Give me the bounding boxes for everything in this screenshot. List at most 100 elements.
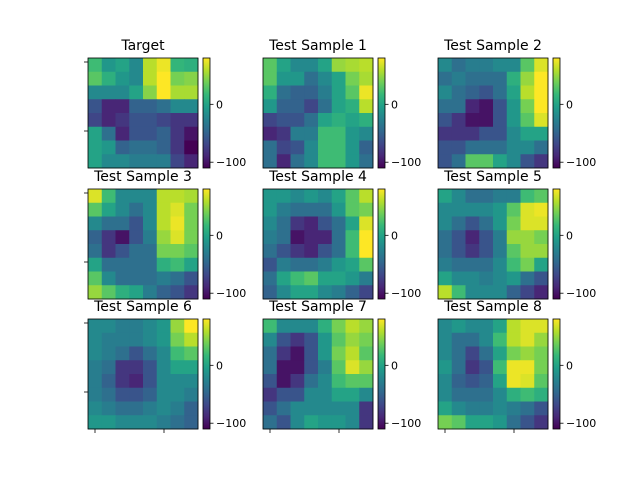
heatmap-cell [143,387,158,402]
heatmap-cell [465,126,480,141]
heatmap-cell [438,58,453,73]
heatmap-cell [479,332,494,347]
panel-title: Test Sample 8 [443,299,542,315]
heatmap-cell [101,85,116,100]
heatmap-cell [156,85,171,100]
heatmap-cell [129,113,144,128]
heatmap-cell [331,85,346,100]
heatmap-cell [534,271,549,286]
heatmap-cell [438,374,453,389]
heatmap-cell [438,85,453,100]
heatmap-cell [143,113,158,128]
heatmap-cell [276,332,291,347]
heatmap-cell [101,360,116,375]
heatmap-cell [290,319,305,334]
heatmap-cell [129,401,144,416]
heatmap-cell [479,99,494,114]
heatmap-cell [290,332,305,347]
colorbar-tick-label: 0 [566,359,573,372]
heatmap-cell [465,154,480,169]
heatmap-cell [276,58,291,73]
heatmap-cell [143,126,158,141]
colorbar [202,57,211,169]
panel-title: Test Sample 1 [268,38,367,54]
heatmap-cell [115,332,130,347]
heatmap-cell [129,360,144,375]
heatmap-cell [129,85,144,100]
heatmap-cell [493,85,508,100]
heatmap-cell [276,113,291,128]
heatmap-cell [184,230,199,245]
panel-title: Test Sample 6 [93,299,192,315]
heatmap-cell [451,85,466,100]
heatmap-cell [331,140,346,155]
heatmap-cell [534,387,549,402]
heatmap-cell [331,415,346,430]
heatmap-cell [290,58,305,73]
heatmap-cell [506,319,521,334]
heatmap-cell [156,257,171,272]
heatmap-cell [290,202,305,217]
heatmap-cell [318,140,333,155]
colorbar-tick-label: −100 [391,287,421,300]
heatmap-cell [170,332,185,347]
heatmap-cell [318,85,333,100]
heatmap-cell [506,346,521,361]
heatmap-cell [184,257,199,272]
heatmap-cell [493,71,508,86]
heatmap-cell [534,140,549,155]
heatmap-cell [290,257,305,272]
heatmap-cell [520,244,535,259]
heatmap-cell [263,374,278,389]
heatmap-cell [263,71,278,86]
heatmap-cell [331,71,346,86]
heatmap-cell [88,387,103,402]
heatmap-cell [143,346,158,361]
heatmap-cell [170,99,185,114]
heatmap-cell [304,374,319,389]
heatmap-cell [479,216,494,231]
heatmap-cell [263,85,278,100]
heatmap-cell [170,360,185,375]
heatmap-cell [465,319,480,334]
heatmap-cell [115,415,130,430]
heatmap-cell [156,189,171,204]
heatmap-cell [506,140,521,155]
heatmap-cell [359,140,374,155]
axes-frame [87,57,199,169]
heatmap-cell [506,58,521,73]
heatmap-cell [520,257,535,272]
heatmap-cell [479,85,494,100]
heatmap-cell [115,346,130,361]
heatmap-cell [493,99,508,114]
heatmap-cell [170,271,185,286]
heatmap-cell [451,319,466,334]
heatmap-cell [184,244,199,259]
heatmap-cell [263,230,278,245]
heatmap-cell [345,244,360,259]
heatmap-cell [345,154,360,169]
heatmap-cell [88,401,103,416]
heatmap-cell [88,99,103,114]
heatmap-cell [359,387,374,402]
heatmap-cell [359,113,374,128]
heatmap-cell [520,126,535,141]
heatmap-cell [276,99,291,114]
heatmap-cell [438,99,453,114]
heatmap-cell [156,230,171,245]
heatmap-cell [318,346,333,361]
heatmap-cell [101,154,116,169]
heatmap-cell [115,113,130,128]
heatmap-cell [156,401,171,416]
heatmap-cell [115,271,130,286]
heatmap-cell [479,244,494,259]
heatmap-cell [534,85,549,100]
heatmap-cell [156,285,171,300]
heatmap-cell [170,58,185,73]
heatmap-cell [520,113,535,128]
heatmap-cell [184,85,199,100]
heatmap-cell [331,216,346,231]
panel-title: Test Sample 4 [268,169,367,185]
heatmap-cell [493,346,508,361]
